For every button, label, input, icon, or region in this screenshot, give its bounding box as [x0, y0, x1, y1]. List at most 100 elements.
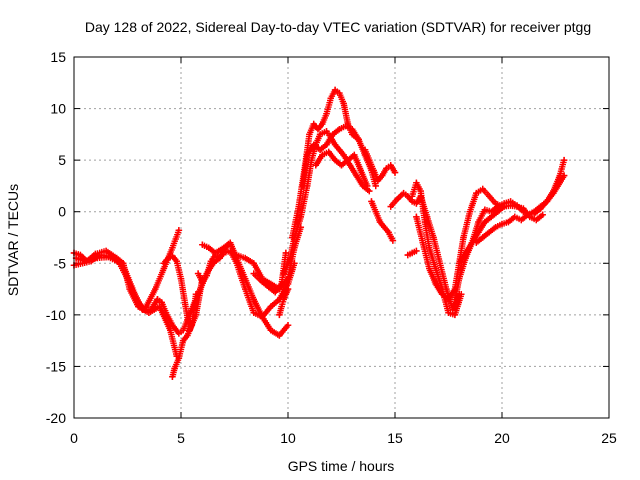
data-point	[560, 156, 568, 164]
data-point	[278, 280, 285, 288]
data-point	[436, 260, 444, 267]
data-point	[250, 270, 257, 277]
data-point	[513, 203, 521, 210]
data-point	[485, 193, 493, 200]
data-point	[432, 265, 439, 272]
data-point	[520, 205, 527, 212]
data-marks	[70, 86, 568, 380]
data-point	[319, 151, 326, 159]
data-point	[372, 182, 379, 190]
data-point	[250, 260, 257, 267]
data-point	[475, 229, 482, 236]
data-point	[518, 216, 525, 224]
series-track-23	[456, 202, 546, 267]
data-point	[192, 291, 200, 298]
data-point	[323, 128, 330, 135]
data-point	[445, 309, 452, 316]
x-tick-labels: 0 5 10 15 20 25	[70, 430, 617, 446]
data-point	[173, 258, 180, 265]
data-point	[297, 213, 305, 221]
data-point	[346, 162, 354, 169]
data-point	[120, 262, 127, 269]
data-point	[507, 202, 514, 209]
data-point	[413, 213, 420, 221]
data-point	[353, 172, 360, 179]
data-point	[323, 141, 330, 148]
y-tick-labels: -20 -15 -10 -5 0 5 10 15	[46, 49, 66, 426]
data-point	[308, 156, 315, 164]
data-point	[458, 291, 465, 298]
data-point	[227, 239, 234, 246]
series-track-16	[312, 148, 371, 190]
data-point	[327, 95, 334, 102]
data-point	[426, 244, 433, 252]
data-point	[357, 167, 364, 174]
data-point	[177, 275, 185, 282]
data-point	[475, 218, 482, 226]
data-point	[550, 189, 557, 197]
data-point	[233, 251, 240, 259]
data-point	[205, 244, 213, 252]
data-point	[413, 247, 420, 255]
data-point	[479, 234, 486, 241]
data-point	[413, 179, 420, 187]
data-point	[466, 208, 474, 215]
data-point	[147, 306, 155, 313]
data-point	[370, 167, 377, 174]
series-track-12	[276, 285, 292, 319]
data-point	[87, 258, 95, 265]
data-point	[344, 156, 352, 164]
data-point	[184, 332, 191, 339]
data-point	[336, 126, 343, 133]
data-point	[167, 327, 174, 334]
data-point	[533, 216, 540, 224]
data-point	[537, 205, 544, 212]
data-point	[342, 122, 349, 130]
series-track-18	[368, 198, 397, 244]
data-point	[372, 208, 379, 215]
data-point	[366, 156, 373, 164]
series-track-25	[530, 172, 568, 217]
series-track-26	[404, 247, 420, 259]
data-point	[284, 275, 292, 282]
data-point	[175, 354, 183, 362]
y-axis-label: SDTVAR / TECUs	[5, 184, 21, 296]
data-point	[488, 213, 495, 221]
data-point	[331, 86, 339, 94]
data-point	[282, 291, 290, 298]
data-point	[276, 332, 283, 339]
data-point	[312, 162, 320, 169]
data-point	[336, 146, 343, 154]
data-point	[376, 218, 384, 226]
data-point	[284, 285, 292, 293]
data-point	[456, 260, 463, 267]
series-track-21	[413, 185, 506, 303]
data-point	[366, 187, 373, 195]
data-point	[351, 151, 358, 159]
data-point	[338, 162, 345, 169]
data-point	[498, 220, 506, 228]
series-track-9	[216, 247, 298, 321]
data-point	[560, 172, 568, 179]
data-point	[481, 206, 489, 213]
data-point	[340, 100, 347, 107]
y-tick-label: -15	[46, 358, 66, 374]
data-point	[340, 151, 347, 159]
data-point	[109, 253, 116, 261]
x-tick-label: 10	[280, 430, 296, 446]
chart-title: Day 128 of 2022, Sidereal Day-to-day VTE…	[85, 19, 591, 35]
data-point	[310, 120, 317, 128]
data-point	[169, 244, 176, 252]
data-point	[505, 218, 512, 226]
data-point	[199, 278, 206, 286]
data-point	[451, 311, 459, 319]
data-point	[539, 211, 546, 219]
data-point	[368, 198, 375, 205]
data-point	[389, 237, 397, 244]
data-point	[473, 239, 480, 246]
data-point	[175, 330, 183, 337]
data-point	[242, 254, 249, 262]
data-point	[473, 189, 480, 197]
series-track-6	[169, 291, 200, 380]
